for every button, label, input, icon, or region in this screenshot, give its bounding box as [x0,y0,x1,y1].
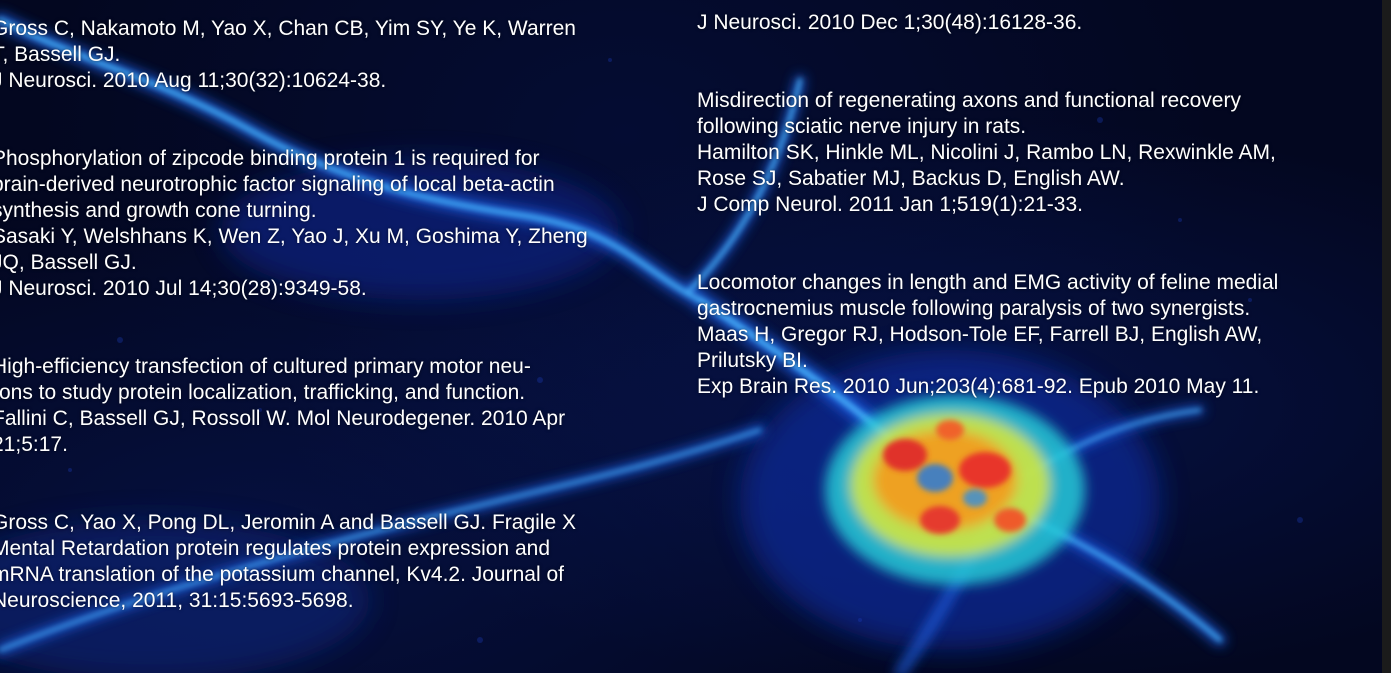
reference-entry: J Neurosci. 2010 Dec 1;30(48):16128-36. [697,11,1083,34]
reference-entry: Gross C, Yao X, Pong DL, Jeromin A and B… [0,511,576,612]
left-reference-column: Gross C, Nakamoto M, Yao X, Chan CB, Yim… [0,0,652,666]
window-edge [1382,0,1391,673]
reference-entry: Phosphorylation of zipcode binding prote… [0,147,588,300]
reference-entry: High-efficiency transfection of cultured… [0,355,566,456]
reference-entry: Locomotor changes in length and EMG acti… [697,271,1279,398]
reference-entry: Misdirection of regenerating axons and f… [697,89,1276,216]
reference-entry: Gross C, Nakamoto M, Yao X, Chan CB, Yim… [0,17,576,92]
right-reference-column: J Neurosci. 2010 Dec 1;30(48):16128-36. … [697,0,1387,452]
